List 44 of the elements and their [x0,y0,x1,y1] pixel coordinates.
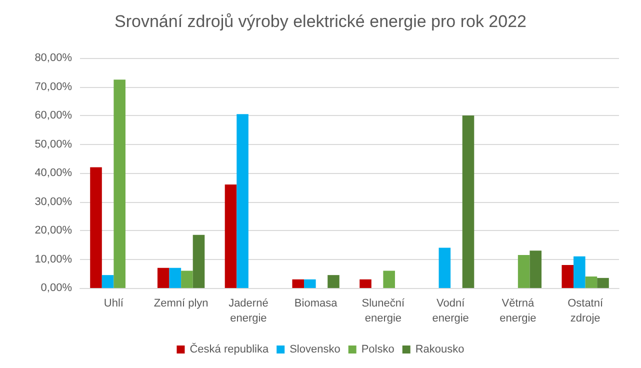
bar [383,270,395,288]
bar [236,114,248,288]
legend-label: Rakousko [415,344,464,356]
chart-title: Srovnání zdrojů výroby elektrické energie pro rok 2022 [114,12,526,31]
bar [304,279,316,288]
bar [438,248,451,288]
y-tick-label: 80,00% [34,52,72,64]
bar [90,167,102,288]
bar [192,234,205,288]
y-tick-label: 20,00% [34,224,72,236]
bar [181,270,193,288]
bar [224,184,237,288]
legend-label: Polsko [361,344,394,356]
bar [597,278,609,288]
x-tick-label: Jaderné energie [228,298,268,324]
y-tick-label: 10,00% [34,253,72,266]
bar [102,275,114,288]
x-tick-label: Vodní energie [432,298,469,324]
bar [292,279,304,288]
bar [574,256,586,288]
bar [562,265,574,288]
bar [462,116,474,288]
bar [530,250,542,288]
x-tick-label: Uhlí [104,298,124,310]
bar [360,279,372,288]
x-tick-label: Větrná energie [500,298,536,324]
y-tick-label: 70,00% [34,80,72,93]
y-tick-label: 0,00% [40,282,72,294]
y-tick-label: 30,00% [34,196,72,208]
x-tick-label: Zemní plyn [154,298,208,310]
bar [157,268,170,288]
legend-label: Slovensko [290,344,340,356]
bar [328,275,340,288]
y-tick-label: 60,00% [34,110,72,122]
x-tick-label: Ostatní zdroje [568,298,604,324]
x-tick-label: Biomasa [294,298,338,310]
bar [169,268,182,288]
legend-label: Česká republika [190,342,270,356]
bar [114,80,126,288]
x-tick-label: Sluneční energie [362,298,406,324]
bar [518,254,530,288]
bar [585,276,598,288]
y-tick-label: 40,00% [34,167,72,179]
y-tick-label: 50,00% [34,138,72,150]
